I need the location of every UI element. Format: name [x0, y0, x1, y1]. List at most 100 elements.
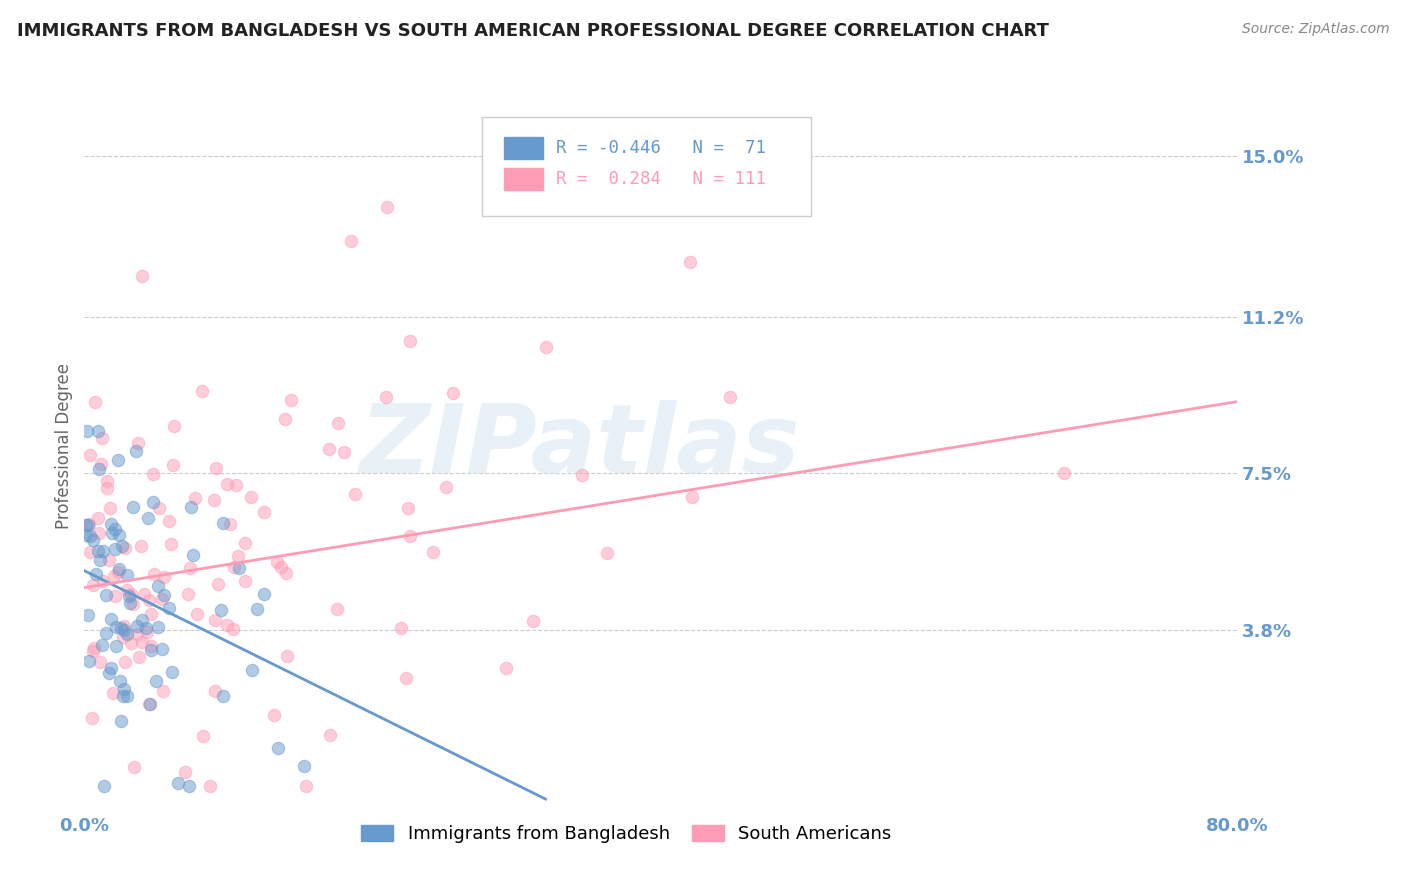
Point [375, 200, 398, 214]
Point [173, 765, 195, 780]
Point [495, 661, 517, 675]
Point [100, 516, 122, 531]
Point [103, 686, 125, 700]
Point [114, 682, 136, 697]
Point [108, 528, 131, 542]
Point [94, 625, 117, 640]
Point [274, 412, 297, 426]
Point [146, 579, 169, 593]
Point [138, 593, 160, 607]
Point [212, 516, 235, 531]
Point [596, 546, 619, 560]
Point [179, 561, 201, 575]
Point [319, 727, 342, 741]
Point [318, 442, 340, 457]
Point [679, 255, 702, 269]
Point [127, 618, 149, 632]
Point [157, 601, 180, 615]
Point [153, 570, 176, 584]
Point [266, 741, 288, 756]
Point [120, 636, 142, 650]
Point [94, 588, 117, 602]
Point [91, 574, 114, 588]
Point [127, 436, 149, 450]
Point [340, 234, 363, 248]
Point [108, 673, 131, 688]
Point [87, 543, 110, 558]
Point [93, 779, 115, 793]
Point [82, 578, 104, 592]
Point [219, 517, 242, 532]
Point [266, 555, 288, 569]
Point [135, 621, 157, 635]
Text: R =  0.284   N = 111: R = 0.284 N = 111 [555, 170, 766, 188]
Point [105, 639, 128, 653]
Point [263, 708, 285, 723]
Point [228, 549, 250, 564]
Point [571, 468, 593, 483]
Point [142, 567, 165, 582]
Point [77, 654, 100, 668]
Point [101, 526, 124, 541]
Point [100, 612, 122, 626]
Point [103, 569, 125, 583]
Point [240, 663, 263, 677]
Point [112, 623, 135, 637]
Point [138, 697, 160, 711]
Point [183, 491, 205, 505]
Point [141, 639, 163, 653]
Point [374, 390, 396, 404]
Point [111, 630, 134, 644]
Point [96, 474, 118, 488]
Point [132, 587, 155, 601]
Point [211, 689, 233, 703]
Point [89, 462, 111, 476]
Point [115, 568, 138, 582]
Point [84, 566, 107, 581]
Point [131, 268, 153, 283]
Point [104, 542, 127, 557]
Point [89, 553, 111, 567]
Point [76, 608, 98, 623]
Point [152, 684, 174, 698]
Point [112, 689, 135, 703]
Point [84, 395, 107, 409]
Point [204, 460, 226, 475]
Point [108, 562, 131, 576]
Point [117, 583, 139, 598]
Point [136, 625, 159, 640]
Point [153, 588, 176, 602]
Point [389, 621, 412, 635]
Point [163, 419, 186, 434]
Text: ZIPatlas: ZIPatlas [360, 400, 800, 492]
Point [115, 689, 138, 703]
Point [217, 477, 239, 491]
Point [139, 697, 162, 711]
Point [142, 494, 165, 508]
Point [122, 597, 145, 611]
Point [107, 453, 129, 467]
Text: Source: ZipAtlas.com: Source: ZipAtlas.com [1241, 22, 1389, 37]
Point [104, 589, 127, 603]
Point [89, 655, 111, 669]
Point [162, 458, 184, 472]
Point [131, 613, 153, 627]
FancyBboxPatch shape [503, 168, 543, 190]
Y-axis label: Professional Degree: Professional Degree [55, 363, 73, 529]
Point [105, 620, 128, 634]
Point [114, 541, 136, 556]
Point [198, 780, 221, 794]
Point [118, 590, 141, 604]
Point [186, 607, 208, 621]
Point [434, 480, 457, 494]
Point [253, 587, 276, 601]
Point [204, 613, 226, 627]
Point [191, 384, 214, 399]
Point [422, 545, 444, 559]
Point [112, 619, 135, 633]
Point [718, 391, 741, 405]
Point [150, 592, 173, 607]
Point [89, 526, 111, 541]
Point [179, 780, 201, 794]
Point [398, 334, 420, 348]
